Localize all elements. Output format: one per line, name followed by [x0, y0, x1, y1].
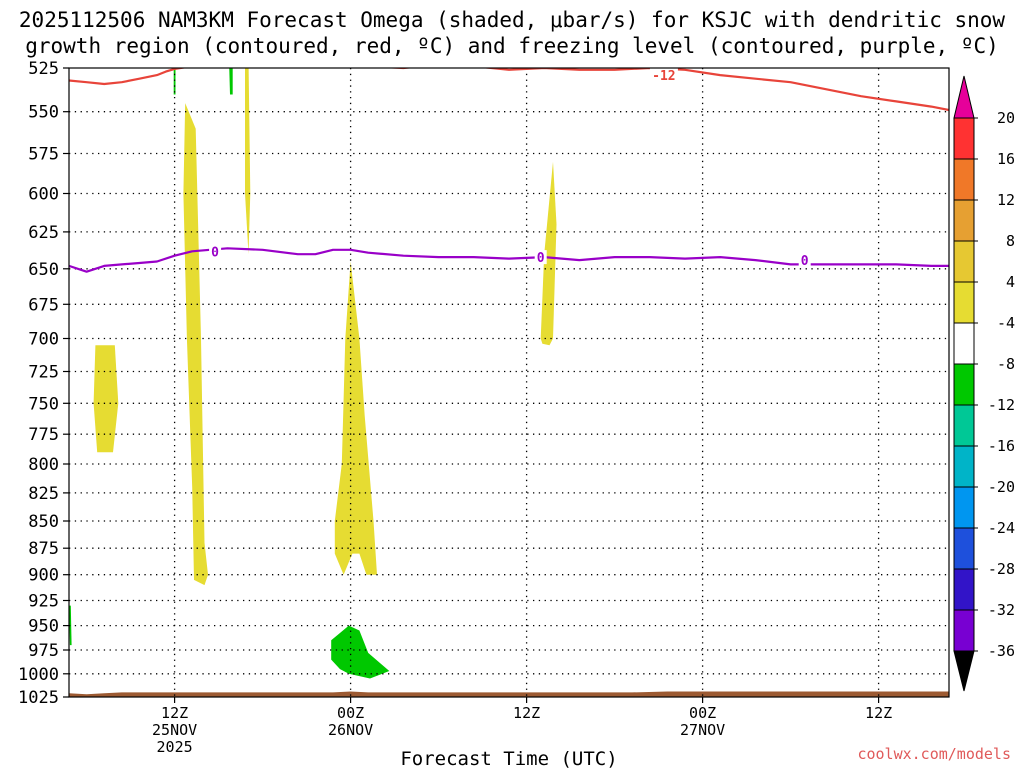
x-tick-label-12-2: 2025 — [157, 738, 193, 756]
colorbar-label-10: -24 — [988, 519, 1015, 537]
y-tick-label-725: 725 — [28, 363, 59, 383]
contour-label-0: -12 — [652, 69, 675, 84]
colorbar-label-0: 20 — [997, 109, 1015, 127]
contour-label-1: 0 — [211, 245, 219, 260]
colorbar-cell-10 — [953, 527, 975, 570]
plot-frame — [68, 67, 950, 698]
colorbar-cell-4 — [953, 281, 975, 324]
y-tick-label-775: 775 — [28, 425, 59, 445]
omega-region-2 — [245, 68, 251, 255]
x-tick-label-32-0: 12Z — [513, 704, 540, 722]
terrain-fill — [69, 691, 949, 697]
grid-layer — [69, 68, 949, 697]
y-tick-label-900: 900 — [28, 566, 59, 586]
y-tick-label-850: 850 — [28, 512, 59, 532]
y-tick-label-925: 925 — [28, 592, 59, 612]
y-tick-label-575: 575 — [28, 145, 59, 165]
contour-line-0 — [69, 68, 949, 112]
y-tick-label-800: 800 — [28, 455, 59, 475]
contour-label-bg-1 — [209, 244, 222, 259]
colorbar-cell-1 — [953, 158, 975, 201]
x-axis-label: Forecast Time (UTC) — [400, 748, 617, 768]
colorbar-label-5: -4 — [997, 314, 1015, 332]
contour-label-bg-0 — [649, 68, 678, 83]
y-tick-label-1000: 1000 — [18, 665, 59, 685]
y-tick-label-825: 825 — [28, 484, 59, 504]
omega-shading-layer — [69, 68, 557, 679]
colorbar-cell-0 — [953, 117, 975, 160]
colorbar-label-6: -8 — [997, 355, 1015, 373]
colorbar-label-1: 16 — [997, 150, 1015, 168]
y-tick-label-975: 975 — [28, 641, 59, 661]
omega-region-5 — [331, 625, 390, 679]
colorbar-cell-2 — [953, 199, 975, 242]
y-tick-label-550: 550 — [28, 103, 59, 123]
chart-title-line2: growth region (contoured, red, ºC) and f… — [25, 34, 999, 58]
omega-region-3 — [334, 261, 377, 575]
x-tick-label-12-1: 25NOV — [152, 721, 197, 739]
contour-label-bg-3 — [798, 253, 811, 268]
colorbar-label-8: -16 — [988, 437, 1015, 455]
colorbar-cell-6 — [953, 363, 975, 406]
colorbar-top-arrow — [953, 75, 975, 119]
x-tick-label-22-0: 00Z — [337, 704, 364, 722]
credit-text: coolwx.com/models — [857, 745, 1011, 763]
x-tick-label-42-1: 27NOV — [680, 721, 725, 739]
y-tick-label-675: 675 — [28, 295, 59, 315]
colorbar-cell-8 — [953, 445, 975, 488]
colorbar-cell-11 — [953, 568, 975, 611]
omega-region-7 — [229, 68, 233, 95]
colorbar-label-2: 12 — [997, 191, 1015, 209]
terrain-layer — [69, 691, 949, 697]
contour-label-2: 0 — [537, 251, 545, 266]
colorbar-cell-5 — [953, 322, 975, 365]
omega-region-4 — [540, 161, 557, 346]
y-tick-label-625: 625 — [28, 223, 59, 243]
colorbar-cell-9 — [953, 486, 975, 529]
colorbar-label-12: -32 — [988, 601, 1015, 619]
y-tick-label-950: 950 — [28, 617, 59, 637]
x-tick-label-22-1: 26NOV — [328, 721, 373, 739]
x-tick-label-52-0: 12Z — [865, 704, 892, 722]
y-tick-label-650: 650 — [28, 260, 59, 280]
contour-label-layer: -12 0 0 0 — [209, 68, 811, 269]
y-tick-label-750: 750 — [28, 394, 59, 414]
colorbar-cell-12 — [953, 609, 975, 652]
colorbar-label-3: 8 — [1006, 232, 1015, 250]
x-tick-label-12-0: 12Z — [161, 704, 188, 722]
omega-region-0 — [93, 345, 119, 453]
y-tick-label-700: 700 — [28, 330, 59, 350]
contour-layer — [69, 68, 949, 273]
colorbar-cell-3 — [953, 240, 975, 283]
contour-label-bg-2 — [534, 250, 547, 265]
chart-title-line1: 2025112506 NAM3KM Forecast Omega (shaded… — [19, 8, 1006, 32]
colorbar-label-4: 4 — [1006, 273, 1015, 291]
colorbar-bottom-arrow — [953, 650, 975, 692]
y-tick-label-525: 525 — [28, 59, 59, 79]
y-tick-label-875: 875 — [28, 539, 59, 559]
colorbar-label-13: -36 — [988, 642, 1015, 660]
omega-region-1 — [183, 103, 208, 586]
y-tick-label-600: 600 — [28, 185, 59, 205]
y-axis: 525 550 575 600 625 650 675 700 725 750 775 800 825 8… — [18, 59, 69, 708]
colorbar-cell-7 — [953, 404, 975, 447]
y-tick-label-1025: 1025 — [18, 688, 59, 708]
contour-line-1 — [69, 247, 949, 273]
colorbar-label-11: -28 — [988, 560, 1015, 578]
omega-region-8 — [173, 68, 176, 95]
colorbar-label-7: -12 — [988, 396, 1015, 414]
contour-label-3: 0 — [801, 254, 809, 269]
colorbar-label-9: -20 — [988, 478, 1015, 496]
x-tick-label-42-0: 00Z — [689, 704, 716, 722]
colorbar: 20 16 12 8 4 -4 -8 -12 -16 -20 -24 -28 -32 -36 — [953, 75, 1015, 692]
